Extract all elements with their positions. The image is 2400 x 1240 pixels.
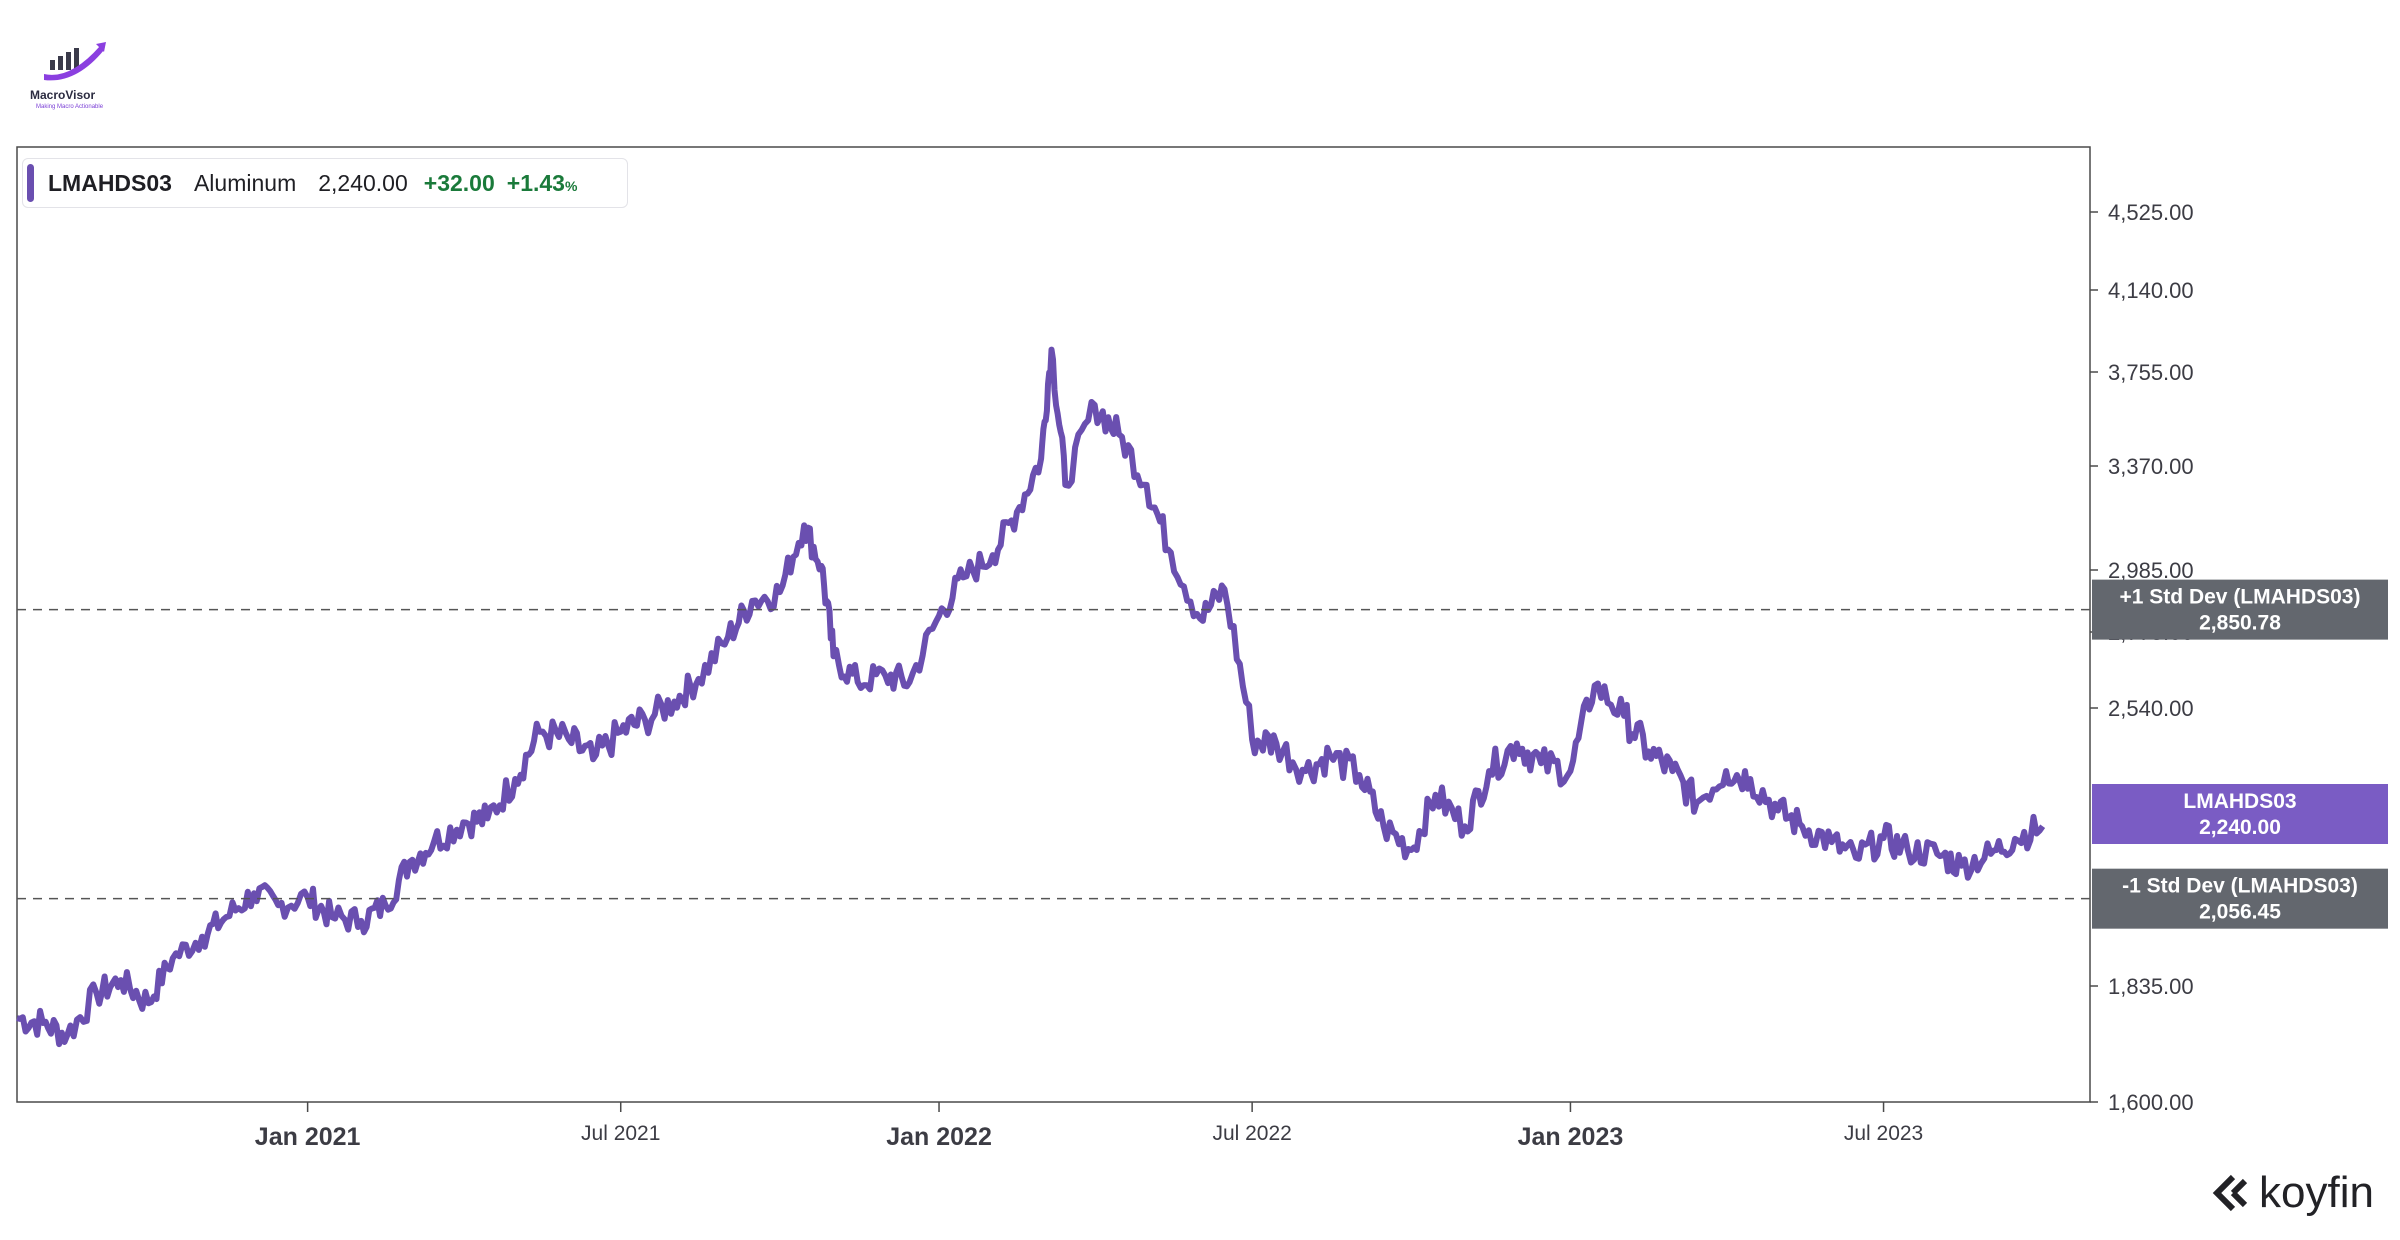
plot-frame: [16, 146, 2091, 1103]
std-dev-flag-value: 2,850.78: [2199, 612, 2281, 635]
macrovisor-logo: [44, 42, 106, 81]
y-tick-label: 1,835.00: [2108, 974, 2194, 999]
x-tick-label: Jul 2021: [581, 1122, 660, 1145]
std-dev-flag: [2092, 579, 2388, 640]
logo-tagline: Making Macro Actionable: [36, 104, 104, 110]
series-line-lmahds03: [16, 346, 2046, 1048]
legend-name: Aluminum: [193, 169, 297, 196]
legend-ticker: LMAHDS03: [48, 169, 172, 196]
std-dev-flag-value: 2,056.45: [2199, 901, 2281, 924]
x-tick-label: Jan 2021: [255, 1123, 361, 1151]
legend-change: +32.00: [423, 169, 495, 196]
y-tick-label: 2,985.00: [2108, 558, 2194, 583]
x-tick-label: Jan 2023: [1518, 1123, 1624, 1151]
koyfin-wordmark: koyfin: [2259, 1168, 2374, 1217]
y-tick-label: 4,140.00: [2108, 278, 2194, 303]
last-value-flag: [2092, 784, 2388, 844]
series-color-swatch: [27, 164, 34, 202]
std-dev-flag: [2092, 868, 2388, 929]
series-legend[interactable]: LMAHDS03 Aluminum 2,240.00 +32.00 +1.43%: [22, 158, 628, 208]
x-tick-label: Jan 2022: [886, 1123, 992, 1151]
koyfin-icon: [2212, 1174, 2248, 1212]
logo-name: MacroVisor: [30, 88, 96, 102]
legend-change-pct: +1.43%: [507, 170, 578, 197]
x-tick-label: Jul 2023: [1844, 1122, 1923, 1145]
legend-price: 2,240.00: [318, 169, 408, 196]
last-value-flag-name: LMAHDS03: [2183, 790, 2296, 813]
y-tick-label: 3,370.00: [2108, 454, 2194, 479]
koyfin-brand: koyfin: [2211, 1168, 2374, 1218]
y-tick-label: 2,540.00: [2108, 696, 2194, 721]
last-value-flag-value: 2,240.00: [2199, 816, 2281, 839]
y-tick-label: 1,600.00: [2108, 1090, 2194, 1115]
std-dev-flag-name: +1 Std Dev (LMAHDS03): [2120, 586, 2361, 609]
y-tick-label: 3,755.00: [2108, 360, 2194, 385]
legend-change-pct-value: +1.43: [506, 169, 565, 196]
legend-pct-sign: %: [564, 177, 578, 194]
y-tick-label: 4,525.00: [2108, 200, 2194, 225]
x-tick-label: Jul 2022: [1212, 1122, 1291, 1145]
std-dev-flag-name: -1 Std Dev (LMAHDS03): [2122, 875, 2358, 898]
